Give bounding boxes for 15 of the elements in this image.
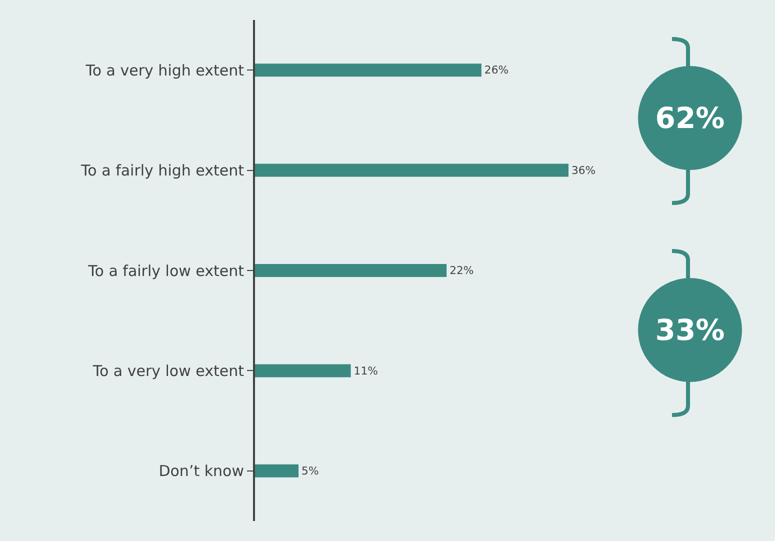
data-label: 11%	[354, 364, 378, 378]
bar	[255, 464, 299, 478]
y-tick-label: To a fairly high extent	[80, 162, 244, 180]
data-label: 36%	[572, 164, 596, 177]
data-label: 26%	[484, 64, 509, 77]
bar	[255, 264, 447, 278]
bar	[255, 64, 482, 77]
bar	[255, 164, 568, 177]
data-label: 22%	[450, 264, 474, 278]
y-tick-label: To a very high extent	[84, 61, 244, 80]
bar	[255, 364, 351, 378]
data-label: 5%	[302, 464, 319, 478]
y-tick-label: Don’t know	[158, 462, 244, 480]
y-tick-label: To a very low extent	[92, 362, 244, 380]
y-tick-label: To a fairly low extent	[87, 262, 244, 280]
